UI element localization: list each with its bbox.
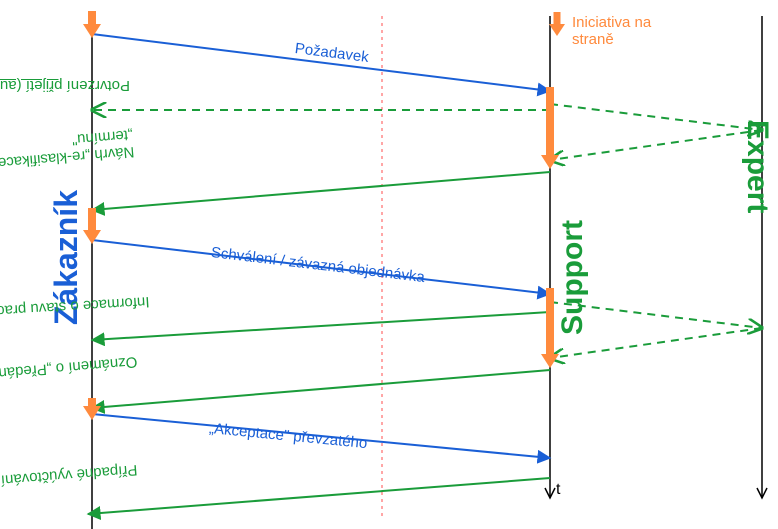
initiative-arrow-1: [541, 87, 559, 169]
message-m3a: [550, 104, 762, 130]
time-label: t: [556, 481, 560, 499]
initiative-arrow-2: [83, 208, 101, 244]
message-m7: [92, 370, 550, 408]
message-m9: [88, 478, 550, 514]
legend-text: Iniciativa na straně: [572, 14, 682, 48]
initiative-arrow-4: [83, 398, 101, 420]
message-m4: [92, 172, 550, 210]
message-m6: [92, 312, 550, 340]
message-m3b: [550, 130, 762, 160]
message-label-m2: Potvrzení přijetí (automat): [0, 77, 130, 94]
lane-label-support: Support: [556, 220, 590, 335]
lane-label-expert: Expert: [740, 120, 774, 213]
